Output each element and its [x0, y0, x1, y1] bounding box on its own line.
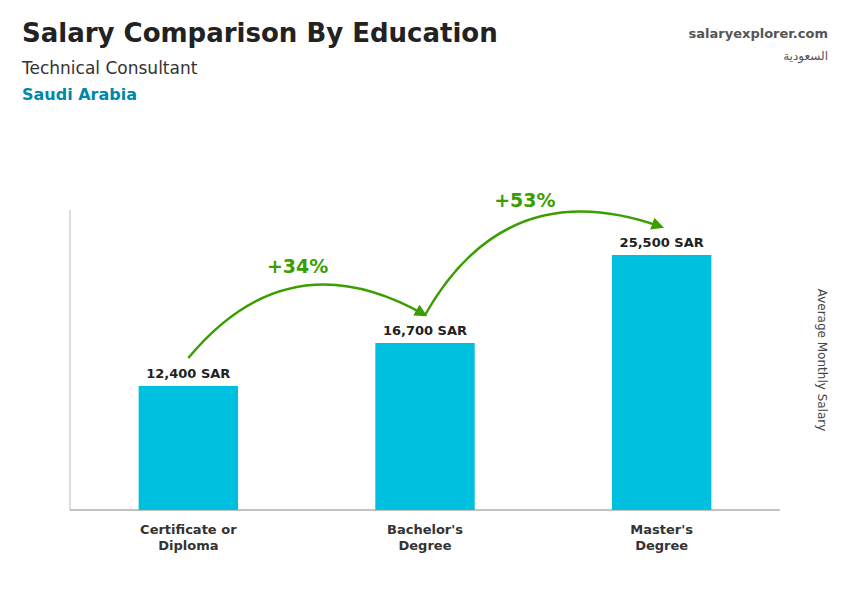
- x-tick-label: Certificate orDiploma: [140, 522, 237, 553]
- source: salaryexplorer.com: [689, 26, 828, 41]
- chart: Salary Comparison By Education Technical …: [0, 0, 850, 606]
- annotation: +34%: [267, 255, 328, 277]
- bar: [139, 386, 238, 510]
- bar: [612, 255, 711, 510]
- data-label: 12,400 SAR: [146, 366, 230, 381]
- change-arrow: [188, 284, 425, 358]
- change-arrow: [425, 212, 662, 315]
- annotation: +53%: [494, 189, 555, 211]
- bar: [375, 343, 474, 510]
- title: Salary Comparison By Education: [22, 18, 498, 48]
- data-label: 16,700 SAR: [383, 323, 467, 338]
- data-label: 25,500 SAR: [620, 235, 704, 250]
- y-axis-label: Average Monthly Salary: [815, 289, 829, 432]
- source: السعودية: [783, 49, 828, 64]
- subtitle: Technical Consultant: [21, 58, 198, 78]
- x-tick-label: Bachelor'sDegree: [387, 522, 463, 553]
- x-tick-label: Master'sDegree: [630, 522, 693, 553]
- bars: [139, 255, 712, 510]
- subtitle: Saudi Arabia: [22, 85, 137, 104]
- y-axis: [70, 210, 71, 510]
